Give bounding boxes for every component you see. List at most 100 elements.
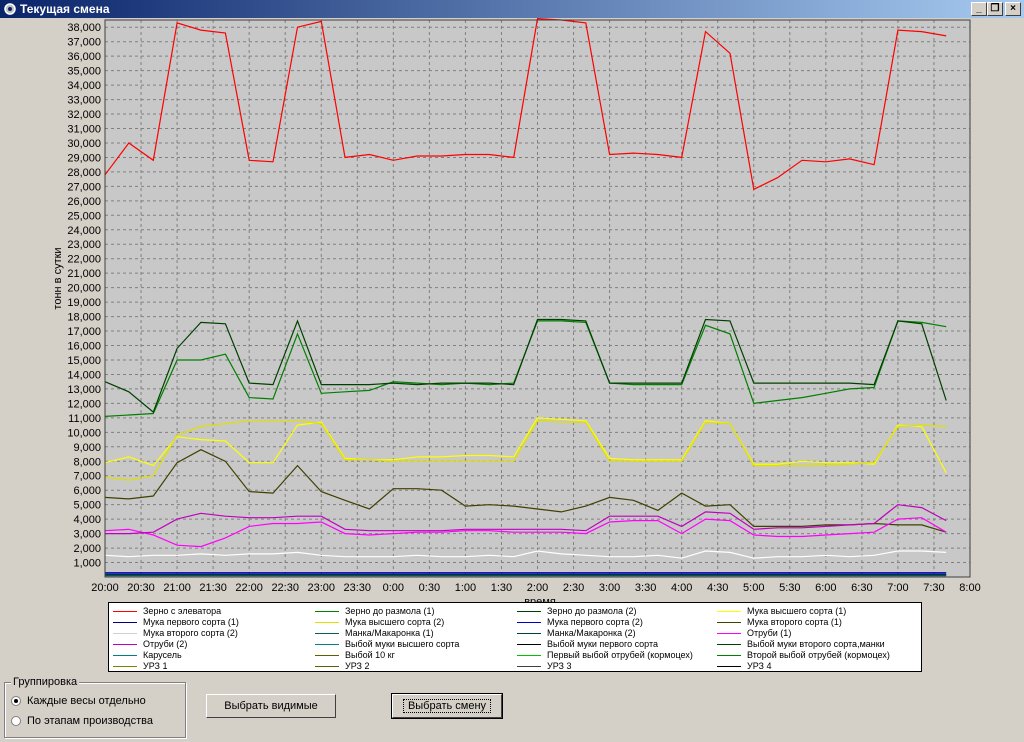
plot-border xyxy=(104,19,971,578)
radio-by-stage-label: По этапам производства xyxy=(27,715,153,727)
series-line xyxy=(104,417,947,474)
series-line xyxy=(104,550,947,559)
legend-swatch xyxy=(113,633,137,634)
y-tick-label: 12,000 xyxy=(67,398,101,410)
radio-button[interactable] xyxy=(11,716,21,726)
y-tick-label: 21,000 xyxy=(67,268,101,280)
x-tick-label: 3:30 xyxy=(635,582,656,594)
legend-label: Первый выбой отрубей (кормоцех) xyxy=(547,650,693,660)
y-tick-label: 36,000 xyxy=(67,51,101,63)
legend-label: Отруби (2) xyxy=(143,639,188,649)
y-tick-label: 9,000 xyxy=(73,442,101,454)
y-tick-label: 38,000 xyxy=(67,22,101,34)
restore-button[interactable]: ❐ xyxy=(987,2,1003,16)
y-tick-label: 13,000 xyxy=(67,384,101,396)
legend-label: Второй выбой отрубей (кормоцех) xyxy=(747,650,890,660)
x-tick-label: 7:00 xyxy=(887,582,908,594)
x-tick-label: 1:00 xyxy=(455,582,476,594)
legend-swatch xyxy=(517,644,541,645)
y-tick-label: 10,000 xyxy=(67,427,101,439)
legend-swatch xyxy=(517,666,541,667)
y-tick-label: 32,000 xyxy=(67,109,101,121)
window-title: Текущая смена xyxy=(20,2,110,16)
select-shift-label: Выбрать смену xyxy=(402,699,492,713)
restore-icon: ❐ xyxy=(990,3,1000,14)
y-tick-label: 35,000 xyxy=(67,66,101,78)
y-tick-label: 8,000 xyxy=(73,456,101,468)
legend-label: Зерно до размола (1) xyxy=(345,606,435,616)
legend-swatch xyxy=(113,666,137,667)
x-tick-label: 5:00 xyxy=(743,582,764,594)
legend-label: Мука высшего сорта (2) xyxy=(345,617,445,627)
title-bar: Текущая смена _ ❐ × xyxy=(0,0,1024,18)
select-visible-button[interactable]: Выбрать видимые xyxy=(206,694,336,718)
radio-button-selected[interactable] xyxy=(11,696,21,706)
minimize-button[interactable]: _ xyxy=(971,2,987,16)
legend-swatch xyxy=(517,622,541,623)
grouping-groupbox: Группировка Каждые весы отдельно По этап… xyxy=(4,676,186,738)
y-tick-label: 5,000 xyxy=(73,500,101,512)
legend-label: Выбой 10 кг xyxy=(345,650,395,660)
series-line xyxy=(104,318,947,414)
y-tick-label: 29,000 xyxy=(67,152,101,164)
x-tick-label: 21:00 xyxy=(163,582,191,594)
legend-swatch xyxy=(717,644,741,645)
legend-label: УРЗ 1 xyxy=(143,661,168,671)
x-tick-label: 20:00 xyxy=(91,582,119,594)
legend-swatch xyxy=(113,611,137,612)
legend-swatch xyxy=(113,622,137,623)
select-visible-label: Выбрать видимые xyxy=(224,700,318,712)
x-tick-label: 22:30 xyxy=(271,582,299,594)
legend-label: Зерно с элеватора xyxy=(143,606,222,616)
legend-swatch xyxy=(315,666,339,667)
x-tick-label: 6:00 xyxy=(815,582,836,594)
y-tick-label: 31,000 xyxy=(67,124,101,136)
app-gear-icon xyxy=(4,3,16,15)
legend-label: Выбой муки высшего сорта xyxy=(345,639,460,649)
y-tick-label: 2,000 xyxy=(73,543,101,555)
radio-each-scale-label: Каждые весы отдельно xyxy=(27,695,146,707)
chart-area: 1,000 2,000 3,000 4,000 5,000 6,000 7,000 8,000… xyxy=(0,17,1024,608)
line-chart: 1,000 2,000 3,000 4,000 5,000 6,000 7,000 8,000… xyxy=(52,17,981,608)
legend-label: Выбой муки первого сорта xyxy=(547,639,659,649)
y-axis-label: тонн в сутки xyxy=(52,247,64,309)
y-tick-label: 14,000 xyxy=(67,369,101,381)
chart-legend: Зерно с элеватора Зерно до размола (1) Зер… xyxy=(108,602,922,672)
series-line xyxy=(104,420,947,481)
legend-label: Манка/Макаронка (2) xyxy=(547,628,636,638)
legend-label: Мука первого сорта (2) xyxy=(547,617,643,627)
legend-swatch xyxy=(113,655,137,656)
legend-swatch xyxy=(717,655,741,656)
series-line xyxy=(104,17,947,191)
legend-swatch xyxy=(517,655,541,656)
series-line xyxy=(105,504,947,535)
y-tick-label: 17,000 xyxy=(67,326,101,338)
grouping-title: Группировка xyxy=(11,676,80,688)
legend-label: Зерно до размола (2) xyxy=(547,606,637,616)
legend-label: Мука второго сорта (1) xyxy=(747,617,842,627)
y-tick-label: 27,000 xyxy=(67,181,101,193)
select-shift-button[interactable]: Выбрать смену xyxy=(391,693,503,719)
legend-label: Манка/Макаронка (1) xyxy=(345,628,434,638)
legend-swatch xyxy=(517,633,541,634)
legend-label: Мука первого сорта (1) xyxy=(143,617,239,627)
y-tick-label: 7,000 xyxy=(73,471,101,483)
y-tick-label: 16,000 xyxy=(67,341,101,353)
x-tick-label: 21:30 xyxy=(199,582,227,594)
legend-label: УРЗ 3 xyxy=(547,661,572,671)
x-tick-label: 0:30 xyxy=(419,582,440,594)
y-tick-label: 30,000 xyxy=(67,138,101,150)
x-tick-label: 7:30 xyxy=(923,582,944,594)
legend-swatch xyxy=(315,655,339,656)
y-tick-label: 26,000 xyxy=(67,196,101,208)
x-tick-label: 0:00 xyxy=(383,582,404,594)
legend-swatch xyxy=(717,611,741,612)
series-line xyxy=(104,449,947,533)
legend-swatch xyxy=(717,666,741,667)
x-tick-label: 4:30 xyxy=(707,582,728,594)
close-icon: × xyxy=(1010,3,1016,14)
x-tick-label: 5:30 xyxy=(779,582,800,594)
y-tick-label: 37,000 xyxy=(67,37,101,49)
series-line xyxy=(104,517,947,548)
close-button[interactable]: × xyxy=(1005,2,1021,16)
